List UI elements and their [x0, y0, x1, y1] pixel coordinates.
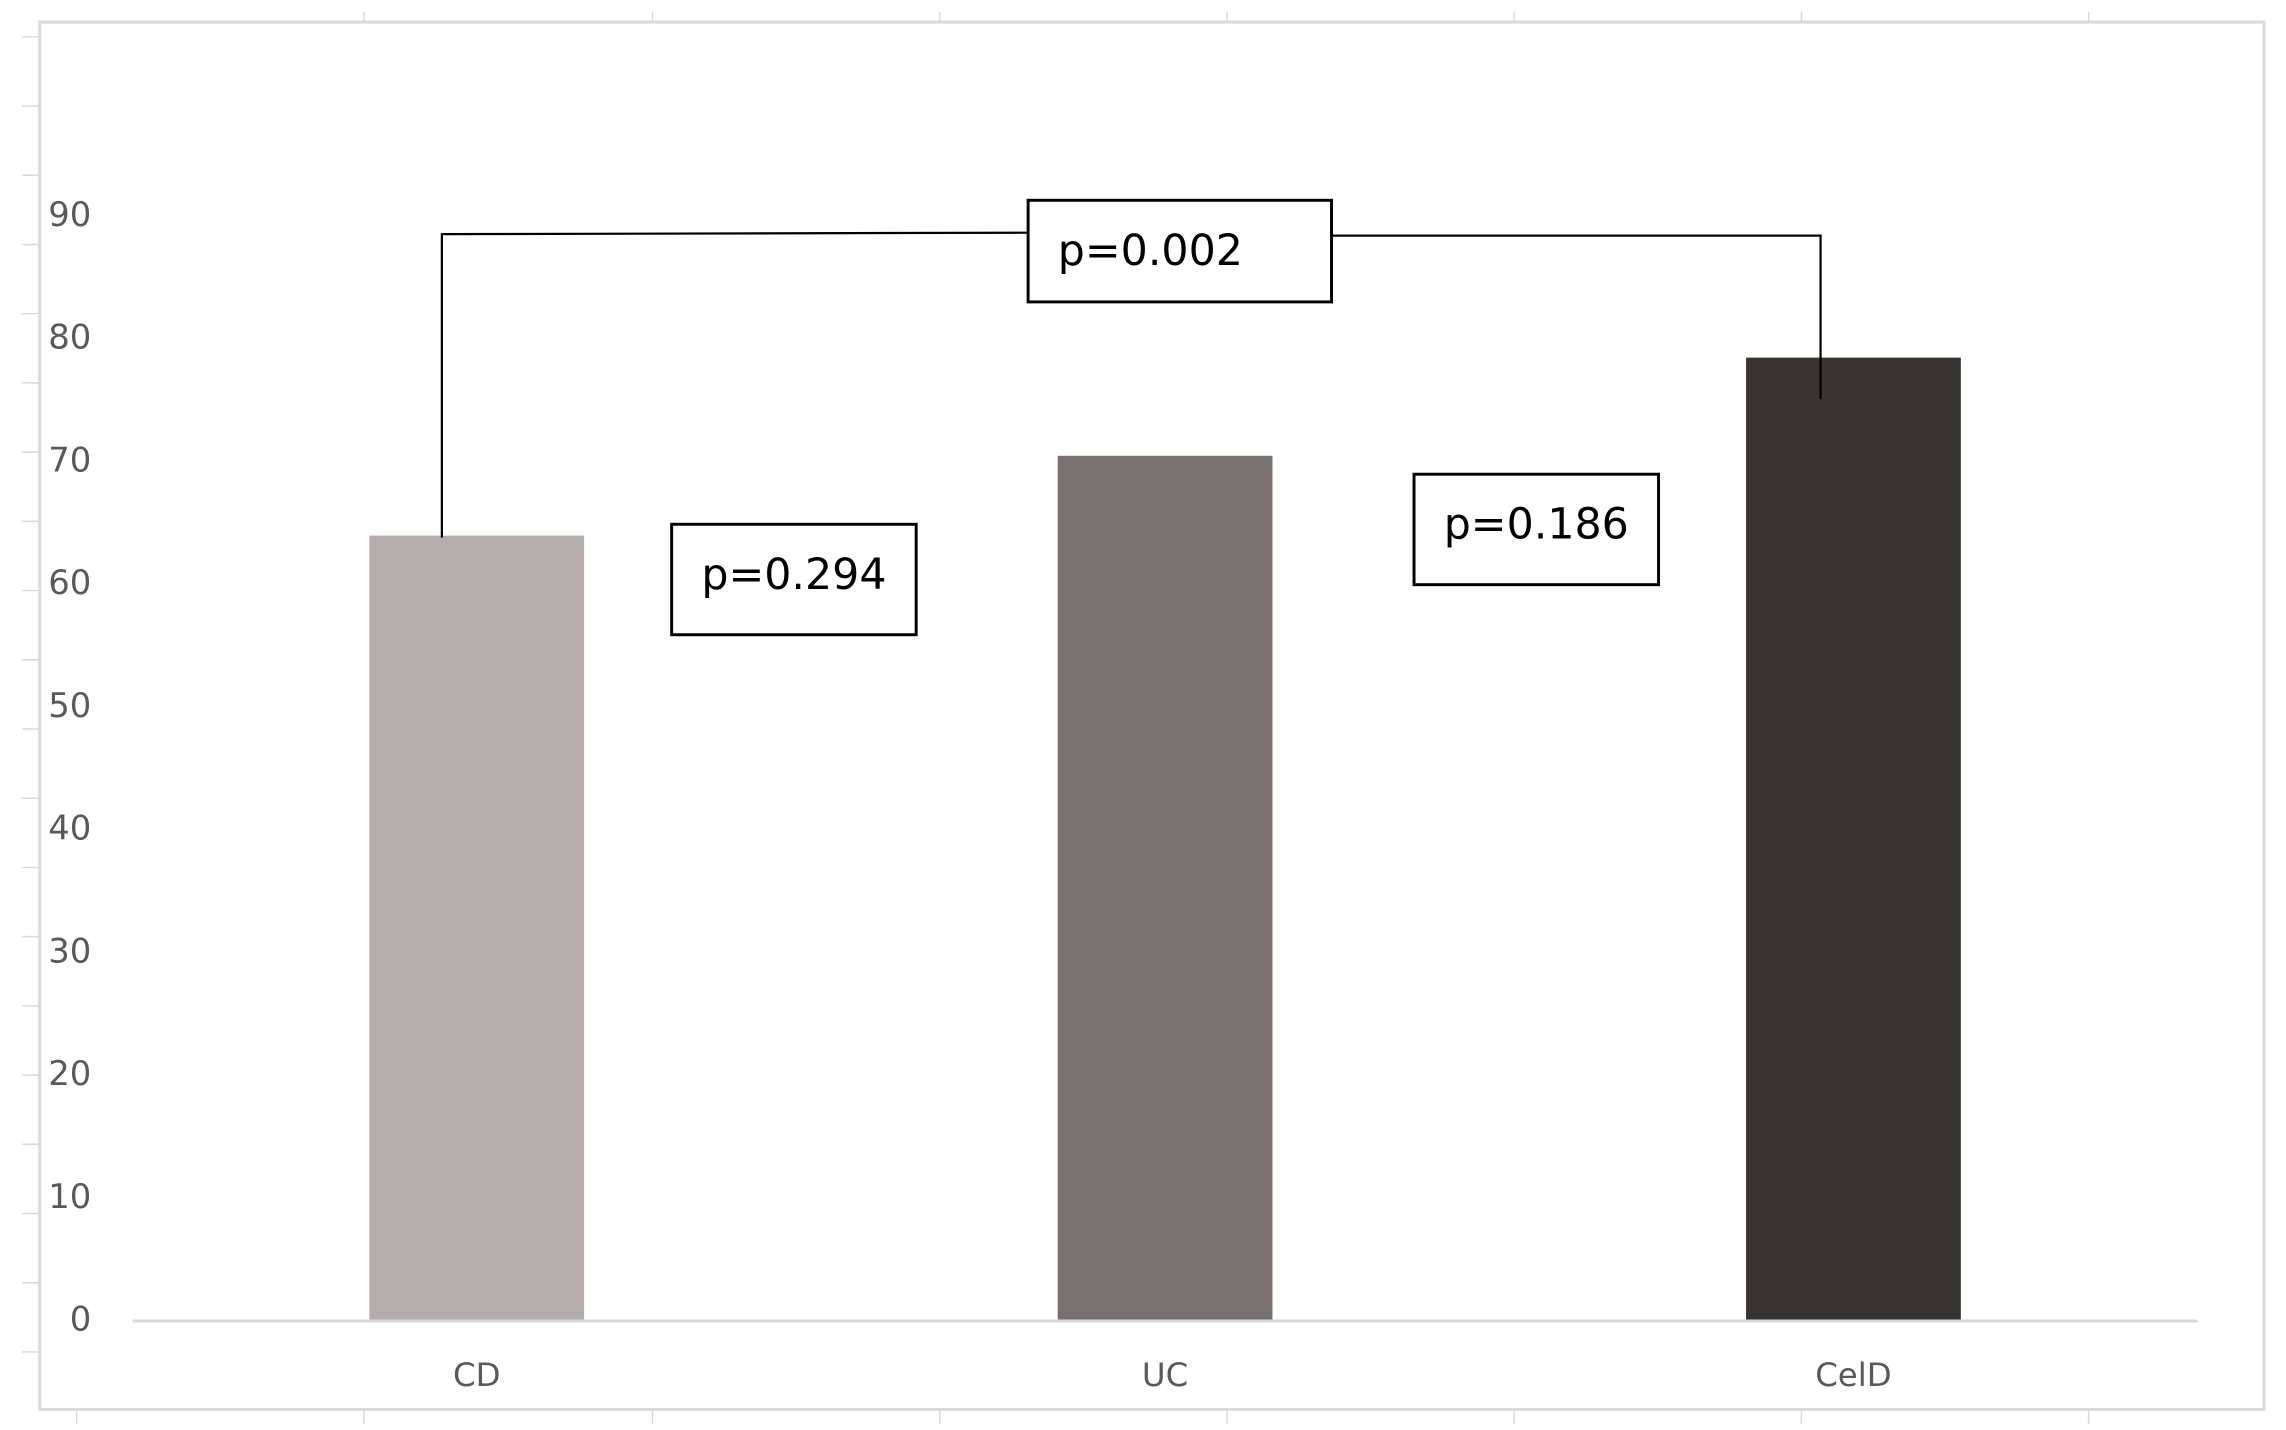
y-tick-label: 20 [48, 1054, 91, 1093]
x-tick-label: CD [453, 1356, 501, 1394]
y-tick-label: 30 [48, 931, 91, 970]
bracket [1331, 234, 1822, 400]
y-tick-label: 60 [48, 563, 91, 602]
annotation: p=0.294 [701, 550, 886, 600]
bar [1057, 455, 1273, 1322]
annotation-box [670, 522, 918, 637]
y-tick-label: 40 [48, 809, 91, 848]
plot-area: 0 10 20 30 40 50 60 70 80 90 CD UC CelD [48, 195, 2198, 1394]
x-tick-label: UC [1142, 1356, 1188, 1394]
x-tick-label: CelD [1815, 1356, 1892, 1394]
annotation: p=0.186 [1444, 500, 1629, 550]
bracket [440, 231, 1029, 538]
y-tick-label: 10 [48, 1177, 91, 1216]
y-tick-label: 70 [48, 440, 91, 479]
bar [369, 535, 585, 1322]
annotation-box [1412, 472, 1661, 587]
y-tick-label: 90 [48, 195, 91, 234]
annotation-box [1026, 198, 1334, 304]
y-tick-label: 0 [70, 1300, 92, 1339]
bar [1746, 357, 1961, 1322]
annotation: p=0.002 [1058, 226, 1243, 276]
sheet-background [22, 11, 2090, 1425]
y-tick-label: 50 [48, 686, 91, 725]
y-tick-label: 80 [48, 318, 91, 357]
